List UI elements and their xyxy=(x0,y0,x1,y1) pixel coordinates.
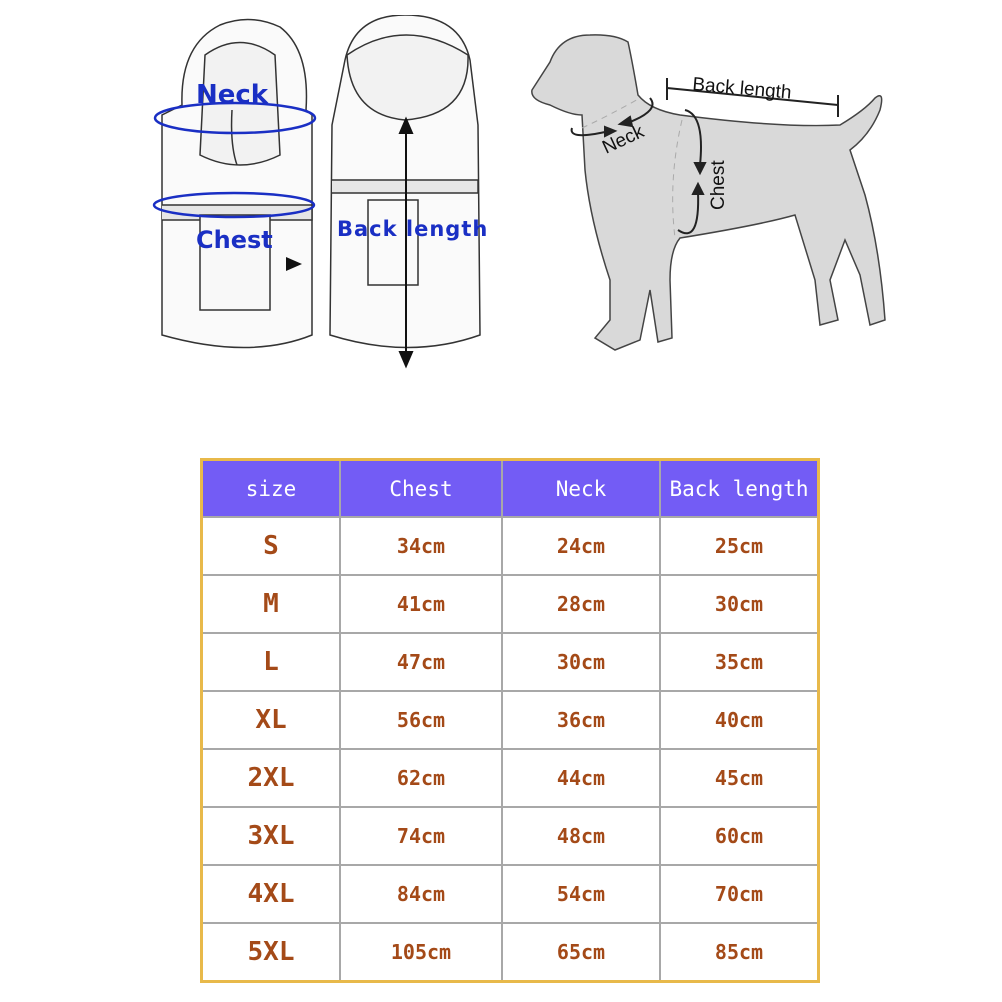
cell-chest: 105cm xyxy=(339,922,503,983)
table-row: 5XL 105cm 65cm 85cm xyxy=(200,922,820,983)
cell-neck: 48cm xyxy=(501,806,661,866)
table-row: 4XL 84cm 54cm 70cm xyxy=(200,864,820,924)
cell-chest: 56cm xyxy=(339,690,503,750)
header-back-length: Back length xyxy=(659,458,820,518)
cell-back-length: 60cm xyxy=(659,806,820,866)
dog-illustration: Back length Neck Chest xyxy=(531,34,886,351)
neck-ellipse-icon xyxy=(153,101,317,135)
coat-illustration xyxy=(152,15,481,369)
cell-neck: 30cm xyxy=(501,632,661,692)
neck-arrows-icon xyxy=(570,97,654,138)
cell-size: L xyxy=(200,632,341,692)
coat-back-length-label: Back length xyxy=(337,217,489,241)
cell-chest: 47cm xyxy=(339,632,503,692)
cell-size: 4XL xyxy=(200,864,341,924)
chest-arrows-icon xyxy=(677,109,707,235)
chest-ellipse-icon xyxy=(152,191,316,219)
cell-size: XL xyxy=(200,690,341,750)
header-neck: Neck xyxy=(501,458,661,518)
table-row: S 34cm 24cm 25cm xyxy=(200,516,820,576)
arrow-right-icon xyxy=(286,257,302,271)
coat-chest-label: Chest xyxy=(196,226,273,254)
cell-back-length: 85cm xyxy=(659,922,820,983)
cell-chest: 84cm xyxy=(339,864,503,924)
coat-neck-label: Neck xyxy=(196,80,269,110)
table-header-row: size Chest Neck Back length xyxy=(200,458,820,518)
header-size: size xyxy=(200,458,341,518)
cell-neck: 24cm xyxy=(501,516,661,576)
cell-size: 3XL xyxy=(200,806,341,866)
cell-chest: 34cm xyxy=(339,516,503,576)
cell-neck: 54cm xyxy=(501,864,661,924)
table-row: XL 56cm 36cm 40cm xyxy=(200,690,820,750)
cell-chest: 62cm xyxy=(339,748,503,808)
cell-neck: 65cm xyxy=(501,922,661,983)
table-row: M 41cm 28cm 30cm xyxy=(200,574,820,634)
header-chest: Chest xyxy=(339,458,503,518)
back-length-bar-icon xyxy=(666,78,839,117)
size-table: size Chest Neck Back length S 34cm 24cm 25c… xyxy=(200,458,820,983)
cell-size: S xyxy=(200,516,341,576)
cell-chest: 41cm xyxy=(339,574,503,634)
cell-back-length: 25cm xyxy=(659,516,820,576)
back-length-arrow-icon xyxy=(398,116,414,369)
cell-back-length: 70cm xyxy=(659,864,820,924)
dog-back-length-label: Back length xyxy=(692,74,793,104)
cell-size: 2XL xyxy=(200,748,341,808)
cell-neck: 36cm xyxy=(501,690,661,750)
cell-back-length: 35cm xyxy=(659,632,820,692)
cell-size: 5XL xyxy=(200,922,341,983)
coat-front-icon xyxy=(161,18,313,349)
cell-back-length: 45cm xyxy=(659,748,820,808)
cell-neck: 44cm xyxy=(501,748,661,808)
cell-back-length: 40cm xyxy=(659,690,820,750)
table-row: 2XL 62cm 44cm 45cm xyxy=(200,748,820,808)
table-row: L 47cm 30cm 35cm xyxy=(200,632,820,692)
table-row: 3XL 74cm 48cm 60cm xyxy=(200,806,820,866)
cell-back-length: 30cm xyxy=(659,574,820,634)
cell-chest: 74cm xyxy=(339,806,503,866)
cell-neck: 28cm xyxy=(501,574,661,634)
cell-size: M xyxy=(200,574,341,634)
dog-silhouette-icon xyxy=(531,34,886,351)
dog-chest-label: Chest xyxy=(708,160,729,210)
